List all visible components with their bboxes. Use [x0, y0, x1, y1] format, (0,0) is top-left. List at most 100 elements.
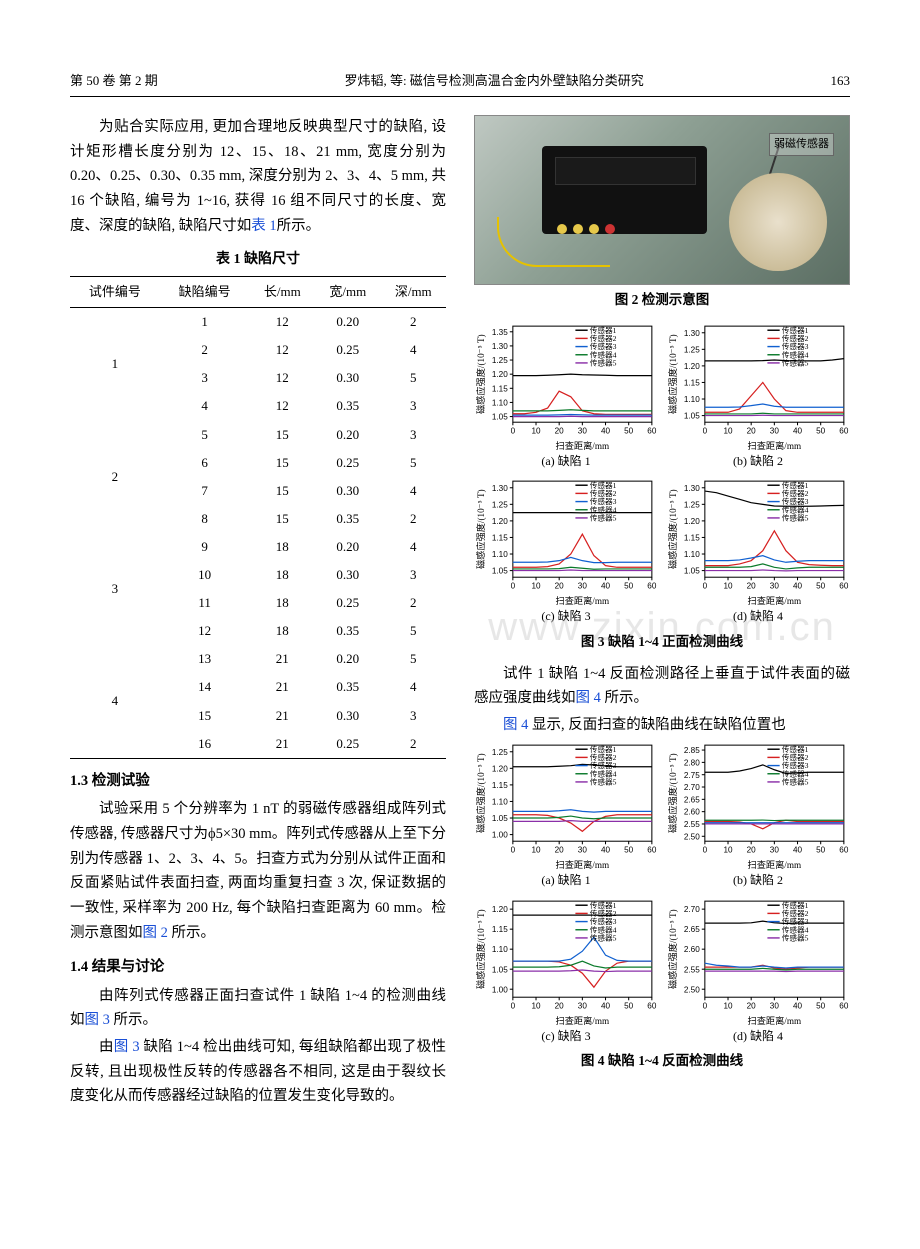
- table-cell: 1: [160, 308, 250, 337]
- table-cell: 18: [250, 533, 315, 561]
- table-cell: 14: [160, 673, 250, 701]
- link-fig4b[interactable]: 图 4: [503, 717, 528, 733]
- table-cell: 0.25: [315, 449, 380, 477]
- svg-text:10: 10: [531, 846, 541, 855]
- table-cell: 12: [250, 308, 315, 337]
- svg-text:扫查距离/mm: 扫查距离/mm: [556, 859, 610, 870]
- svg-text:磁感应强度/(10⁻⁵ T): 磁感应强度/(10⁻⁵ T): [667, 909, 678, 989]
- svg-text:磁感应强度/(10⁻⁵ T): 磁感应强度/(10⁻⁵ T): [475, 754, 486, 834]
- svg-text:20: 20: [747, 846, 757, 855]
- svg-text:1.05: 1.05: [684, 567, 700, 576]
- table-cell: 21: [250, 673, 315, 701]
- link-fig3[interactable]: 图 3: [85, 1012, 110, 1028]
- svg-text:1.15: 1.15: [492, 781, 508, 790]
- svg-text:传感器5: 传感器5: [782, 358, 809, 368]
- svg-text:40: 40: [793, 426, 803, 435]
- svg-text:1.20: 1.20: [684, 362, 700, 371]
- svg-text:2.75: 2.75: [684, 771, 700, 780]
- para-method: 试验采用 5 个分辨率为 1 nT 的弱磁传感器组成阵列式传感器, 传感器尺寸为…: [70, 797, 446, 945]
- header-right: 163: [830, 70, 850, 92]
- subplot-caption: (a) 缺陷 1: [474, 451, 658, 471]
- para-r1: 试件 1 缺陷 1~4 反面检测路径上垂直于试件表面的磁感应强度曲线如图 4 所…: [474, 662, 850, 711]
- subplot-caption: (a) 缺陷 1: [474, 870, 658, 890]
- svg-text:磁感应强度/(10⁻⁵ T): 磁感应强度/(10⁻⁵ T): [667, 490, 678, 570]
- svg-text:1.15: 1.15: [684, 379, 700, 388]
- svg-text:40: 40: [793, 1001, 803, 1010]
- spec-cell: 1: [70, 308, 160, 421]
- svg-text:2.55: 2.55: [684, 965, 700, 974]
- svg-text:2.80: 2.80: [684, 759, 700, 768]
- svg-text:0: 0: [703, 1001, 708, 1010]
- para-result2: 由图 3 缺陷 1~4 检出曲线可知, 每组缺陷都出现了极性反转, 且出现极性反…: [70, 1035, 446, 1109]
- table-cell: 12: [250, 336, 315, 364]
- subplot-caption: (c) 缺陷 3: [474, 1026, 658, 1046]
- table-cell: 4: [160, 392, 250, 420]
- svg-text:50: 50: [816, 582, 826, 591]
- table-cell: 5: [381, 617, 447, 645]
- fig4-grid: 01020304050601.001.051.101.151.201.25扫查距…: [474, 739, 850, 1046]
- link-table1[interactable]: 表 1: [251, 218, 276, 234]
- svg-text:50: 50: [624, 582, 634, 591]
- spec-cell: 3: [70, 533, 160, 645]
- table-cell: 16: [160, 730, 250, 759]
- chart-panel: 01020304050601.051.101.151.201.251.301.3…: [474, 320, 658, 471]
- table-cell: 2: [381, 308, 447, 337]
- svg-text:1.10: 1.10: [492, 798, 508, 807]
- table-cell: 0.20: [315, 645, 380, 673]
- table-cell: 0.35: [315, 505, 380, 533]
- table-header: 试件编号: [70, 277, 160, 308]
- svg-text:1.25: 1.25: [684, 345, 700, 354]
- svg-text:0: 0: [511, 426, 516, 435]
- svg-text:1.20: 1.20: [492, 370, 508, 379]
- svg-text:扫查距离/mm: 扫查距离/mm: [556, 595, 610, 606]
- header-center: 罗炜韬, 等: 磁信号检测高温合金内外壁缺陷分类研究: [344, 70, 643, 92]
- svg-text:磁感应强度/(10⁻⁵ T): 磁感应强度/(10⁻⁵ T): [667, 334, 678, 414]
- table-cell: 0.35: [315, 617, 380, 645]
- table-cell: 4: [381, 533, 447, 561]
- subplot-caption: (d) 缺陷 4: [666, 606, 850, 626]
- table-header: 宽/mm: [315, 277, 380, 308]
- link-fig4[interactable]: 图 4: [576, 690, 601, 706]
- chart-svg: 01020304050601.051.101.151.201.251.30扫查距…: [666, 320, 850, 453]
- right-column: 弱磁传感器 图 2 检测示意图 01020304050601.051.101.1…: [474, 115, 850, 1111]
- fig2-photo: 弱磁传感器: [474, 115, 850, 285]
- table-cell: 15: [160, 702, 250, 730]
- link-fig2[interactable]: 图 2: [143, 925, 168, 941]
- chart-svg: 01020304050601.001.051.101.151.20扫查距离/mm…: [474, 895, 658, 1028]
- table-cell: 5: [160, 421, 250, 449]
- table-cell: 3: [381, 421, 447, 449]
- svg-text:扫查距离/mm: 扫查距离/mm: [556, 440, 610, 451]
- svg-text:60: 60: [647, 582, 657, 591]
- svg-text:扫查距离/mm: 扫查距离/mm: [748, 1014, 802, 1025]
- table-row: 11120.202: [70, 308, 446, 337]
- table-cell: 0.30: [315, 702, 380, 730]
- table-cell: 6: [160, 449, 250, 477]
- table-cell: 5: [381, 645, 447, 673]
- svg-text:磁感应强度/(10⁻⁵ T): 磁感应强度/(10⁻⁵ T): [475, 490, 486, 570]
- sec-1-4: 1.4 结果与讨论: [70, 955, 446, 980]
- link-fig3b[interactable]: 图 3: [114, 1039, 140, 1055]
- svg-text:1.05: 1.05: [492, 413, 508, 422]
- svg-text:60: 60: [839, 426, 849, 435]
- table-cell: 5: [381, 364, 447, 392]
- svg-text:20: 20: [747, 1001, 757, 1010]
- table-cell: 18: [250, 561, 315, 589]
- svg-text:40: 40: [601, 1001, 611, 1010]
- svg-text:1.25: 1.25: [684, 501, 700, 510]
- left-column: 为贴合实际应用, 更加合理地反映典型尺寸的缺陷, 设计矩形槽长度分别为 12、1…: [70, 115, 446, 1111]
- chart-svg: 01020304050602.502.552.602.652.70扫查距离/mm…: [666, 895, 850, 1028]
- fig3-caption: 图 3 缺陷 1~4 正面检测曲线: [474, 631, 850, 654]
- chart-svg: 01020304050602.502.552.602.652.702.752.8…: [666, 739, 850, 872]
- sec-1-3: 1.3 检测试验: [70, 769, 446, 794]
- running-header: 第 50 卷 第 2 期 罗炜韬, 等: 磁信号检测高温合金内外壁缺陷分类研究 …: [70, 70, 850, 97]
- svg-text:1.15: 1.15: [684, 534, 700, 543]
- defects-table: 试件编号缺陷编号长/mm宽/mm深/mm 11120.2022120.25431…: [70, 276, 446, 759]
- chart-svg: 01020304050601.051.101.151.201.251.30扫查距…: [474, 475, 658, 608]
- svg-text:1.10: 1.10: [684, 550, 700, 559]
- svg-text:2.55: 2.55: [684, 820, 700, 829]
- fig4-caption: 图 4 缺陷 1~4 反面检测曲线: [474, 1050, 850, 1073]
- svg-text:1.20: 1.20: [684, 517, 700, 526]
- svg-text:1.10: 1.10: [684, 395, 700, 404]
- table-cell: 12: [250, 392, 315, 420]
- table-cell: 4: [381, 336, 447, 364]
